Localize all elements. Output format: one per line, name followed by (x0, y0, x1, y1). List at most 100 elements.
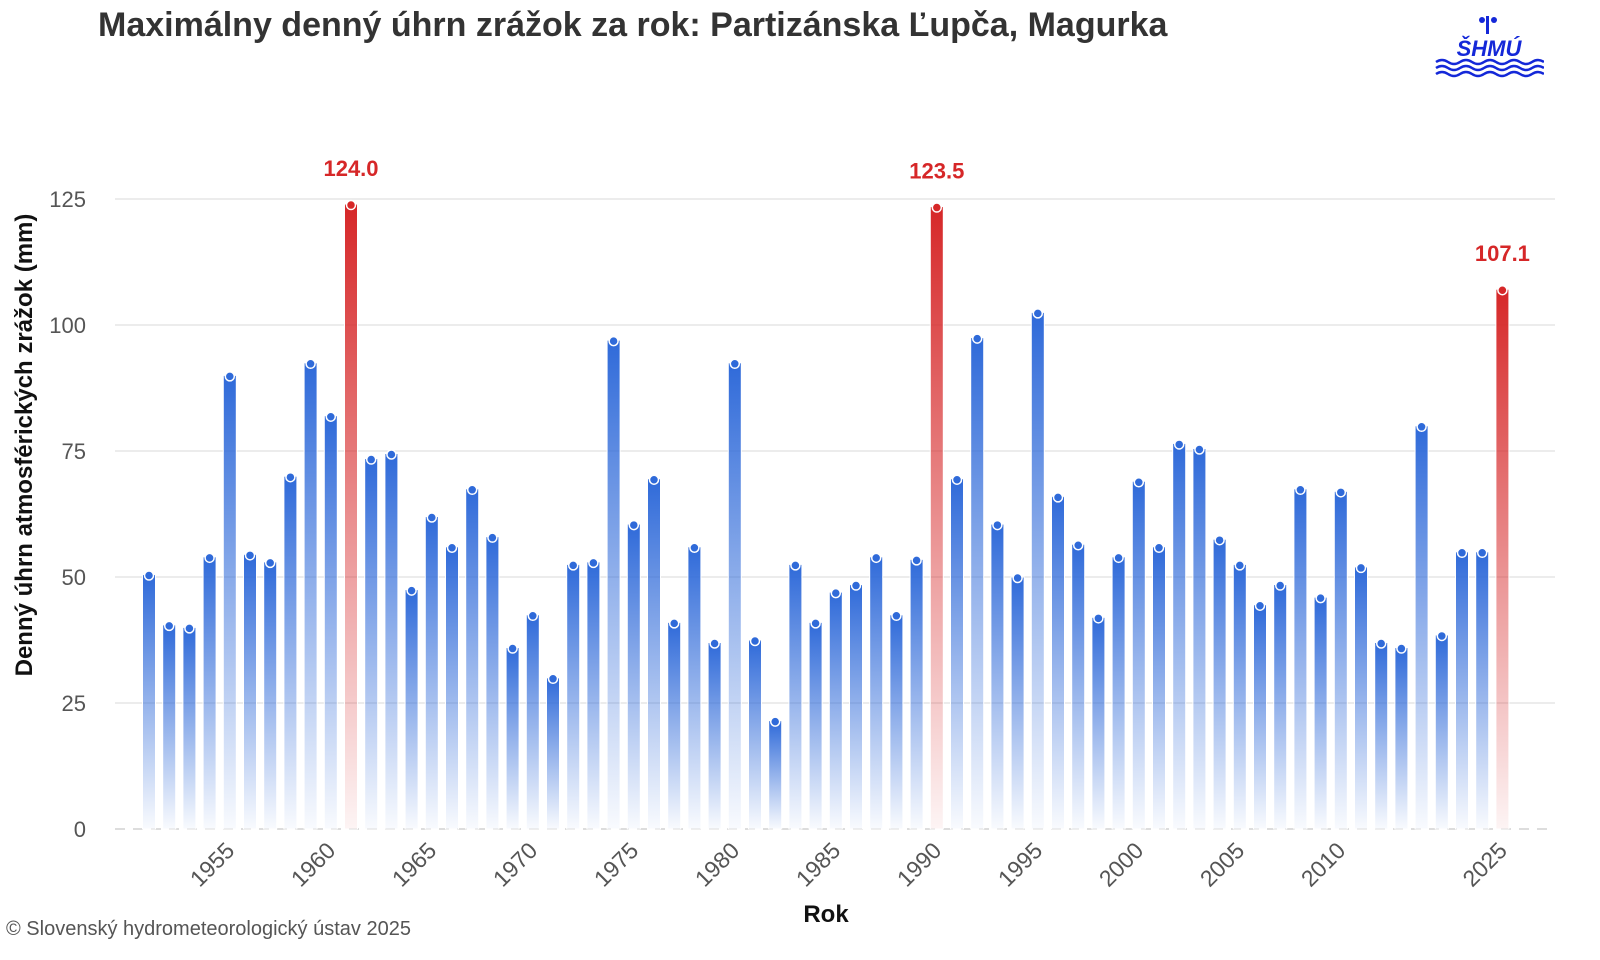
bar-2004 (1212, 538, 1227, 830)
bar-cap-1982 (769, 716, 781, 727)
bar-cap-1964 (406, 585, 417, 596)
bar-1958 (283, 475, 298, 830)
bar-1951 (142, 573, 156, 830)
bar-cap-2009 (1315, 592, 1326, 604)
x-tick-label: 1995 (993, 837, 1048, 892)
data-label-2025: 107.1 (1475, 241, 1530, 266)
x-tick-label: 2005 (1195, 837, 1250, 892)
bar-cap-2011 (1355, 562, 1367, 574)
bar-2010 (1333, 490, 1348, 830)
x-tick-label: 1990 (892, 837, 947, 892)
bar-cap-1955 (224, 371, 236, 382)
bar-cap-1975 (628, 519, 640, 531)
bar-cap-2017 (1456, 547, 1468, 559)
bar-cap-2004 (1214, 534, 1225, 546)
bar-cap-1985 (830, 587, 842, 599)
x-tick-label: 2025 (1457, 837, 1512, 892)
bar-cap-1979 (709, 638, 720, 649)
bar-2009 (1313, 596, 1328, 830)
x-tick-label: 1960 (286, 837, 341, 892)
bar-cap-1984 (810, 618, 821, 629)
bar-1994 (1010, 576, 1025, 830)
bar-cap-1990 (931, 202, 943, 213)
bar-1993 (990, 523, 1005, 830)
bar-cap-1953 (184, 623, 195, 634)
bar-cap-2001 (1153, 542, 1165, 554)
bar-cap-1957 (264, 557, 276, 569)
bar-1963 (384, 453, 399, 830)
bar-cap-1978 (689, 542, 700, 554)
bar-cap-1988 (891, 610, 902, 622)
bar-1991 (950, 478, 964, 830)
bar-cap-1965 (426, 512, 438, 523)
bar-1972 (566, 563, 581, 830)
chart-title: Maximálny denný úhrn zrážok za rok: Part… (98, 6, 1168, 44)
bar-1981 (748, 639, 762, 830)
bar-cap-2006 (1254, 600, 1266, 611)
bar-1966 (445, 546, 459, 830)
bar-1969 (505, 647, 520, 830)
bar-cap-1983 (790, 560, 801, 571)
bar-cap-1954 (204, 552, 215, 564)
bar-cap-1980 (729, 358, 741, 370)
bar-cap-2007 (1274, 580, 1286, 591)
bar-cap-1974 (608, 335, 619, 347)
bar-2008 (1293, 488, 1308, 830)
bar-cap-1986 (850, 580, 862, 591)
bar-cap-1996 (1052, 492, 1064, 503)
bar-cap-1998 (1093, 613, 1104, 624)
y-tick-label: 100 (49, 313, 86, 338)
bar-2003 (1192, 447, 1207, 830)
bar-2017 (1455, 551, 1469, 830)
bar-2007 (1273, 584, 1288, 830)
bar-1998 (1091, 616, 1106, 830)
bar-cap-1995 (1032, 308, 1044, 319)
bar-1997 (1071, 543, 1086, 830)
bar-1977 (667, 621, 682, 830)
bar-1954 (202, 556, 217, 830)
bar-1965 (424, 516, 439, 830)
x-tick-label: 1970 (488, 837, 543, 892)
bar-cap-1981 (749, 635, 761, 647)
bar-cap-1967 (466, 484, 478, 496)
bar-cap-2000 (1133, 476, 1145, 488)
x-tick-label: 1955 (185, 837, 240, 892)
bar-cap-1961 (345, 199, 357, 211)
bar-cap-1968 (487, 532, 498, 543)
data-label-1961: 124.0 (323, 156, 378, 181)
bar-cap-2025 (1497, 284, 1508, 296)
bar-1984 (808, 621, 823, 830)
x-tick-label: 1975 (589, 837, 644, 892)
bar-cap-1993 (992, 519, 1003, 531)
bar-cap-2014 (1416, 421, 1427, 433)
bar-cap-1959 (305, 358, 316, 370)
bar-1960 (323, 415, 338, 830)
bar-2012 (1374, 642, 1389, 830)
bar-cap-1958 (285, 471, 296, 483)
bar-cap-1970 (527, 610, 539, 622)
bar-1995 (1030, 311, 1045, 830)
bar-2018 (1475, 551, 1490, 830)
bar-1979 (707, 642, 722, 830)
bar-cap-2008 (1295, 484, 1306, 496)
bar-1973 (586, 561, 601, 830)
bar-1971 (546, 677, 560, 830)
bar-1964 (404, 589, 419, 830)
bar-cap-1994 (1012, 572, 1023, 584)
bar-cap-1952 (163, 620, 175, 632)
bar-2005 (1232, 563, 1247, 830)
copyright-notice: © Slovenský hydrometeorologický ústav 20… (6, 918, 411, 940)
bar-2011 (1354, 566, 1368, 830)
bar-2025 (1495, 288, 1510, 830)
bar-cap-2003 (1194, 444, 1205, 455)
bar-cap-1956 (244, 550, 256, 561)
bar-1999 (1111, 556, 1126, 830)
bar-cap-1963 (386, 449, 397, 460)
bar-cap-1951 (143, 570, 155, 581)
bar-1967 (465, 488, 480, 830)
bar-cap-2005 (1234, 560, 1246, 571)
bar-cap-1997 (1072, 539, 1084, 551)
bar-1962 (364, 458, 379, 830)
bar-cap-2018 (1476, 547, 1488, 559)
